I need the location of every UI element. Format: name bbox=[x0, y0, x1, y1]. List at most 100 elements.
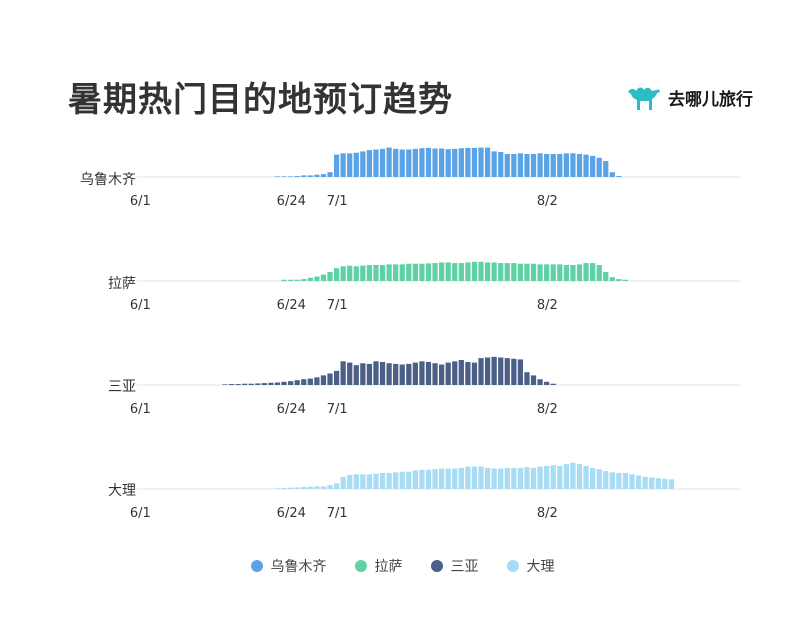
legend-item: 拉萨 bbox=[354, 556, 403, 576]
bar bbox=[471, 466, 478, 489]
bar bbox=[274, 176, 281, 177]
bar bbox=[419, 469, 425, 489]
bar bbox=[439, 364, 445, 385]
bar bbox=[498, 263, 504, 281]
bar bbox=[524, 467, 530, 489]
bar bbox=[235, 384, 241, 385]
series-label: 乌鲁木齐 bbox=[80, 172, 136, 188]
bar bbox=[281, 488, 287, 489]
bar bbox=[314, 377, 320, 385]
bar bbox=[590, 263, 596, 281]
brand-logo: 去哪儿旅行 bbox=[626, 82, 753, 112]
bar bbox=[340, 361, 346, 385]
x-tick-label: 6/1 bbox=[130, 298, 151, 313]
bar bbox=[596, 469, 602, 489]
bar bbox=[425, 147, 432, 177]
series-0: 乌鲁木齐 6/1 6/24 7/1 8/2 bbox=[80, 147, 741, 209]
x-tick-label: 8/2 bbox=[537, 298, 558, 313]
bar bbox=[366, 363, 373, 385]
bar bbox=[406, 471, 412, 489]
x-tick-label: 6/1 bbox=[130, 506, 151, 521]
bar bbox=[386, 363, 392, 385]
bar bbox=[570, 462, 576, 489]
bar bbox=[616, 176, 622, 177]
bar bbox=[445, 468, 451, 489]
bar bbox=[406, 263, 412, 281]
series-3: 大理 6/1 6/24 7/1 8/2 bbox=[108, 462, 741, 521]
bar bbox=[563, 265, 569, 281]
bar bbox=[327, 373, 333, 385]
bar bbox=[458, 148, 464, 177]
bar bbox=[281, 381, 287, 385]
legend-item: 乌鲁木齐 bbox=[250, 556, 327, 576]
bar bbox=[347, 474, 353, 489]
bar bbox=[537, 379, 543, 385]
bar bbox=[583, 465, 589, 489]
bar bbox=[596, 265, 602, 281]
x-tick-label: 8/2 bbox=[537, 194, 558, 209]
bar bbox=[517, 153, 524, 177]
bar bbox=[333, 483, 340, 489]
bar bbox=[379, 265, 386, 281]
bar bbox=[393, 472, 399, 489]
bar bbox=[393, 148, 399, 177]
bar bbox=[353, 365, 359, 385]
bar bbox=[301, 487, 307, 489]
legend-swatch bbox=[506, 560, 519, 572]
bar bbox=[419, 361, 425, 385]
bar bbox=[498, 357, 504, 385]
x-tick-label: 6/24 bbox=[277, 402, 306, 417]
bar bbox=[603, 161, 609, 177]
bar bbox=[622, 279, 629, 281]
x-tick-label: 8/2 bbox=[537, 402, 558, 417]
bar bbox=[484, 467, 491, 489]
bar bbox=[333, 370, 340, 385]
legend-item: 三亚 bbox=[430, 556, 479, 576]
bar bbox=[419, 263, 425, 281]
bar bbox=[386, 473, 392, 489]
bar bbox=[373, 473, 379, 489]
bar bbox=[511, 358, 517, 385]
bar bbox=[320, 274, 327, 281]
bar bbox=[452, 468, 458, 489]
bar bbox=[373, 265, 379, 281]
bar bbox=[353, 474, 359, 489]
bar bbox=[583, 154, 589, 177]
x-tick-label: 6/24 bbox=[277, 298, 306, 313]
x-tick-label: 8/2 bbox=[537, 506, 558, 521]
bar bbox=[320, 174, 327, 177]
bar bbox=[379, 361, 386, 385]
bar bbox=[301, 175, 307, 177]
bar bbox=[320, 375, 327, 385]
bar bbox=[360, 151, 366, 177]
bar bbox=[274, 382, 281, 385]
bar bbox=[294, 279, 300, 281]
bar bbox=[603, 272, 609, 281]
bar bbox=[255, 383, 261, 385]
bar bbox=[327, 172, 333, 177]
bar bbox=[439, 262, 445, 281]
bar bbox=[327, 272, 333, 281]
bar bbox=[399, 264, 405, 281]
bar bbox=[557, 153, 563, 177]
bar bbox=[274, 488, 281, 489]
bar bbox=[550, 153, 556, 177]
legend-label: 乌鲁木齐 bbox=[270, 559, 327, 575]
bar bbox=[491, 151, 497, 177]
bar bbox=[320, 486, 327, 489]
bar bbox=[550, 383, 556, 385]
x-tick-label: 6/1 bbox=[130, 402, 151, 417]
bar bbox=[471, 261, 478, 281]
bar bbox=[550, 465, 556, 489]
bar bbox=[583, 263, 589, 281]
bar bbox=[563, 153, 569, 177]
bar bbox=[432, 469, 438, 489]
bar bbox=[530, 467, 537, 489]
bar bbox=[504, 153, 510, 177]
bar bbox=[412, 148, 418, 177]
bar bbox=[662, 478, 668, 489]
bar bbox=[530, 375, 537, 385]
bar bbox=[590, 155, 596, 177]
bar bbox=[425, 469, 432, 489]
bar bbox=[360, 265, 366, 281]
